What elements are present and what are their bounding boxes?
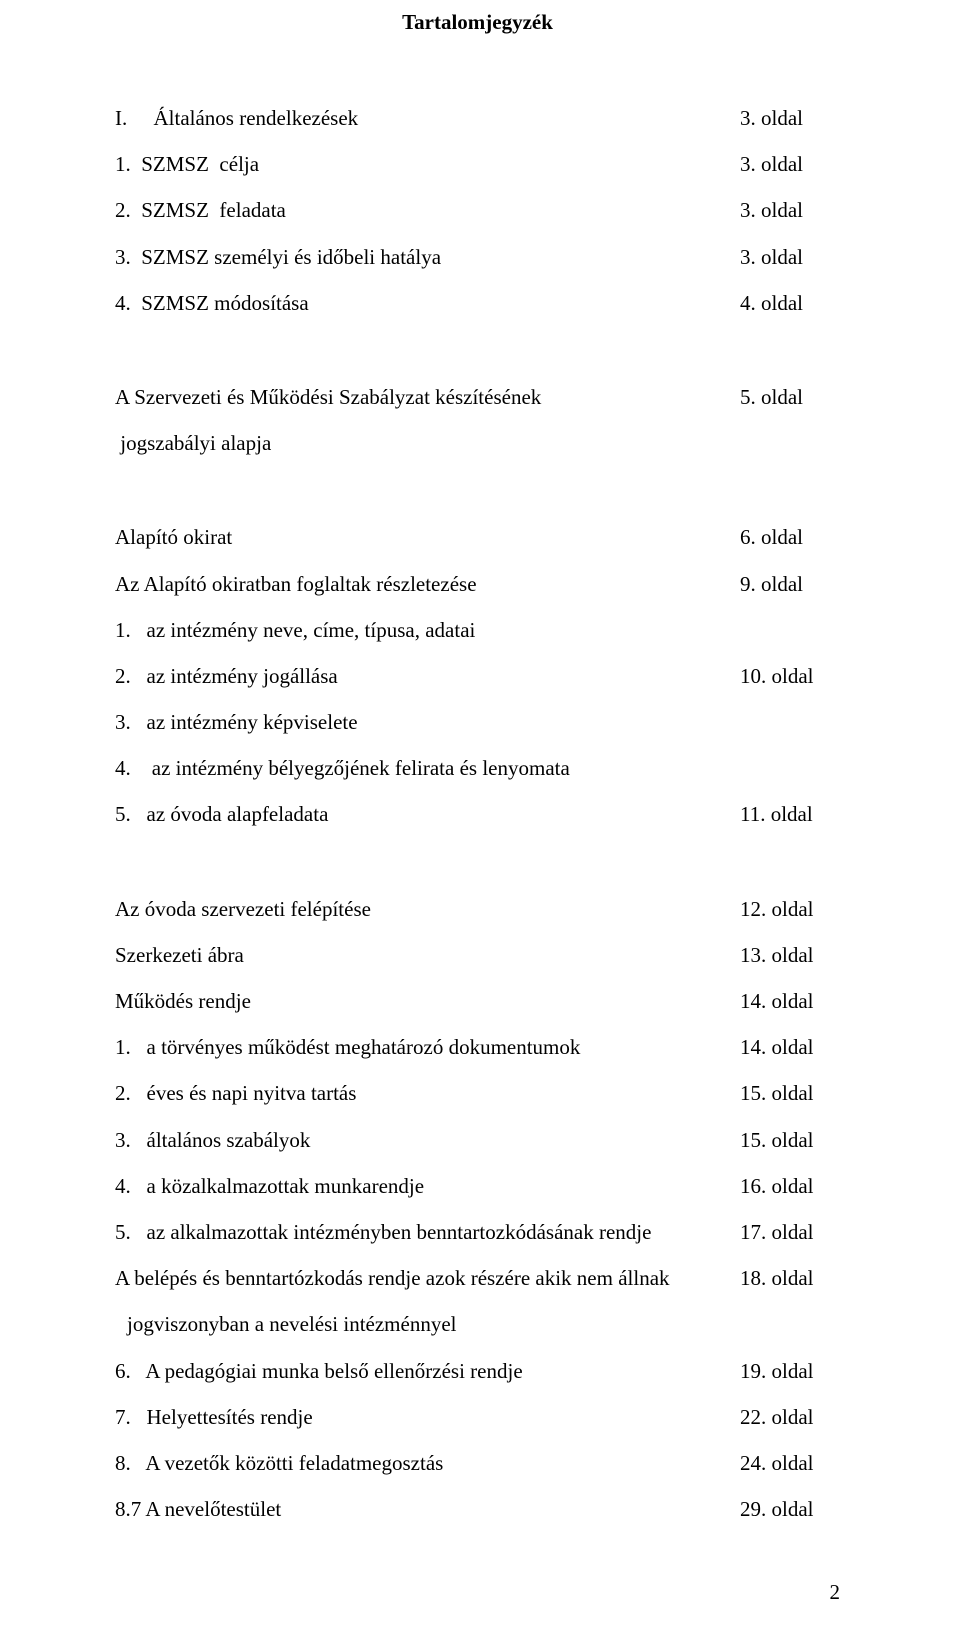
toc-page: 29. oldal	[740, 1486, 840, 1532]
toc-row: jogszabályi alapja	[115, 420, 840, 466]
toc-page: 24. oldal	[740, 1440, 840, 1486]
toc-label: 4. a közalkalmazottak munkarendje	[115, 1163, 740, 1209]
toc-row: 5. az alkalmazottak intézményben benntar…	[115, 1209, 840, 1255]
toc-label: 2. éves és napi nyitva tartás	[115, 1070, 740, 1116]
toc-row: Alapító okirat6. oldal	[115, 514, 840, 560]
toc-label: 1. az intézmény neve, címe, típusa, adat…	[115, 607, 740, 653]
toc-row: A belépés és benntartózkodás rendje azok…	[115, 1255, 840, 1301]
table-of-contents: I. Általános rendelkezések3. oldal1. SZM…	[115, 95, 840, 1532]
toc-label: 3. SZMSZ személyi és időbeli hatálya	[115, 234, 740, 280]
toc-page: 3. oldal	[740, 95, 840, 141]
toc-page: 3. oldal	[740, 141, 840, 187]
toc-page: 15. oldal	[740, 1117, 840, 1163]
toc-row: 3. általános szabályok15. oldal	[115, 1117, 840, 1163]
toc-row: 4. az intézmény bélyegzőjének felirata é…	[115, 745, 840, 791]
toc-section: Alapító okirat6. oldalAz Alapító okiratb…	[115, 514, 840, 837]
toc-page: 9. oldal	[740, 561, 840, 607]
toc-row: 1. SZMSZ célja3. oldal	[115, 141, 840, 187]
toc-row: 2. SZMSZ feladata3. oldal	[115, 187, 840, 233]
toc-label: 5. az óvoda alapfeladata	[115, 791, 740, 837]
toc-row: Az Alapító okiratban foglaltak részletez…	[115, 561, 840, 607]
toc-row: 8. A vezetők közötti feladatmegosztás24.…	[115, 1440, 840, 1486]
document-title: Tartalomjegyzék	[115, 10, 840, 35]
toc-label: A belépés és benntartózkodás rendje azok…	[115, 1255, 740, 1301]
toc-page: 4. oldal	[740, 280, 840, 326]
toc-label: 1. a törvényes működést meghatározó doku…	[115, 1024, 740, 1070]
toc-label: I. Általános rendelkezések	[115, 95, 740, 141]
toc-continuation: jogviszonyban a nevelési intézménnyel	[115, 1301, 840, 1347]
toc-page: 22. oldal	[740, 1394, 840, 1440]
toc-row: 6. A pedagógiai munka belső ellenőrzési …	[115, 1348, 840, 1394]
toc-row: 1. az intézmény neve, címe, típusa, adat…	[115, 607, 840, 653]
toc-label: 8.7 A nevelőtestület	[115, 1486, 740, 1532]
toc-row: Működés rendje14. oldal	[115, 978, 840, 1024]
toc-label: 5. az alkalmazottak intézményben benntar…	[115, 1209, 740, 1255]
toc-label: 3. az intézmény képviselete	[115, 699, 740, 745]
toc-page: 3. oldal	[740, 234, 840, 280]
toc-row: Az óvoda szervezeti felépítése12. oldal	[115, 886, 840, 932]
toc-label: A Szervezeti és Működési Szabályzat kész…	[115, 374, 740, 420]
toc-label: 2. az intézmény jogállása	[115, 653, 740, 699]
toc-page: 17. oldal	[740, 1209, 840, 1255]
toc-row: 8.7 A nevelőtestület29. oldal	[115, 1486, 840, 1532]
toc-label: 3. általános szabályok	[115, 1117, 740, 1163]
toc-section: A Szervezeti és Működési Szabályzat kész…	[115, 374, 840, 466]
toc-row: 3. az intézmény képviselete	[115, 699, 840, 745]
toc-label: 4. SZMSZ módosítása	[115, 280, 740, 326]
toc-page: 5. oldal	[740, 374, 840, 420]
toc-row: 3. SZMSZ személyi és időbeli hatálya3. o…	[115, 234, 840, 280]
toc-page: 10. oldal	[740, 653, 840, 699]
toc-label: 8. A vezetők közötti feladatmegosztás	[115, 1440, 740, 1486]
toc-row: 4. a közalkalmazottak munkarendje16. old…	[115, 1163, 840, 1209]
toc-label: 6. A pedagógiai munka belső ellenőrzési …	[115, 1348, 740, 1394]
toc-row: Szerkezeti ábra13. oldal	[115, 932, 840, 978]
toc-row: 4. SZMSZ módosítása4. oldal	[115, 280, 840, 326]
toc-label: 4. az intézmény bélyegzőjének felirata é…	[115, 745, 740, 791]
toc-page: 14. oldal	[740, 1024, 840, 1070]
toc-label: Az óvoda szervezeti felépítése	[115, 886, 740, 932]
toc-label: Működés rendje	[115, 978, 740, 1024]
toc-page: 15. oldal	[740, 1070, 840, 1116]
toc-label: Alapító okirat	[115, 514, 740, 560]
toc-row: 1. a törvényes működést meghatározó doku…	[115, 1024, 840, 1070]
toc-page: 6. oldal	[740, 514, 840, 560]
toc-row: 2. éves és napi nyitva tartás15. oldal	[115, 1070, 840, 1116]
toc-page: 14. oldal	[740, 978, 840, 1024]
toc-label: Az Alapító okiratban foglaltak részletez…	[115, 561, 740, 607]
toc-section: Az óvoda szervezeti felépítése12. oldalS…	[115, 886, 840, 1533]
toc-label: 1. SZMSZ célja	[115, 141, 740, 187]
toc-page: 18. oldal	[740, 1255, 840, 1301]
toc-label: 2. SZMSZ feladata	[115, 187, 740, 233]
toc-label: Szerkezeti ábra	[115, 932, 740, 978]
toc-label: 7. Helyettesítés rendje	[115, 1394, 740, 1440]
toc-page: 12. oldal	[740, 886, 840, 932]
toc-page: 11. oldal	[740, 791, 840, 837]
toc-row: I. Általános rendelkezések3. oldal	[115, 95, 840, 141]
toc-row: 2. az intézmény jogállása10. oldal	[115, 653, 840, 699]
toc-page: 13. oldal	[740, 932, 840, 978]
toc-page: 16. oldal	[740, 1163, 840, 1209]
toc-row: 7. Helyettesítés rendje22. oldal	[115, 1394, 840, 1440]
toc-section: I. Általános rendelkezések3. oldal1. SZM…	[115, 95, 840, 326]
toc-row: 5. az óvoda alapfeladata11. oldal	[115, 791, 840, 837]
toc-row: A Szervezeti és Működési Szabályzat kész…	[115, 374, 840, 420]
toc-page: 19. oldal	[740, 1348, 840, 1394]
toc-label: jogszabályi alapja	[115, 420, 740, 466]
toc-page: 3. oldal	[740, 187, 840, 233]
page-number: 2	[115, 1580, 840, 1605]
